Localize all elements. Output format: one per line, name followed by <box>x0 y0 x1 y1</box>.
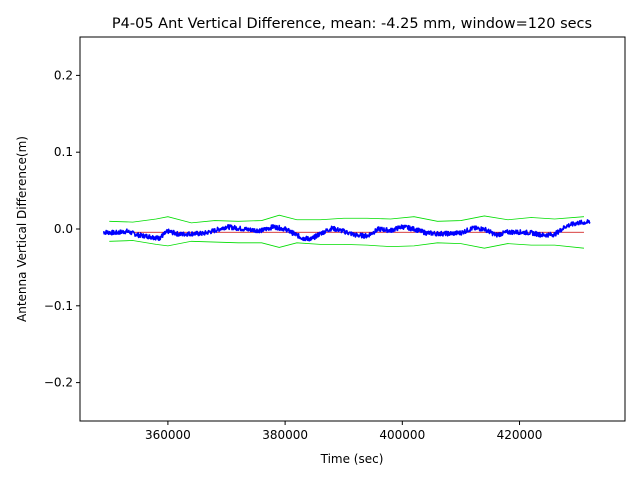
y-axis-label: Antenna Vertical Difference(m) <box>15 136 29 322</box>
y-tick-label: −0.1 <box>44 299 73 313</box>
chart-title: P4-05 Ant Vertical Difference, mean: -4.… <box>112 16 592 32</box>
x-axis: 360000 380000 400000 420000 <box>145 421 542 442</box>
y-tick-label: 0.0 <box>54 222 73 236</box>
plot-series <box>102 214 591 249</box>
y-tick-label: −0.2 <box>44 376 73 390</box>
upper-bound-line <box>109 214 585 224</box>
x-tick-label: 380000 <box>262 428 308 442</box>
y-tick-label: 0.1 <box>54 145 73 159</box>
y-tick-label: 0.2 <box>54 68 73 82</box>
x-tick-label: 360000 <box>145 428 191 442</box>
x-tick-label: 400000 <box>379 428 425 442</box>
series-line-blue <box>102 219 591 242</box>
x-axis-label: Time (sec) <box>320 452 384 466</box>
y-axis: 0.2 0.1 0.0 −0.1 −0.2 <box>44 68 80 390</box>
x-tick-label: 420000 <box>497 428 543 442</box>
lower-bound-line <box>109 240 585 249</box>
plot-frame <box>79 36 626 422</box>
